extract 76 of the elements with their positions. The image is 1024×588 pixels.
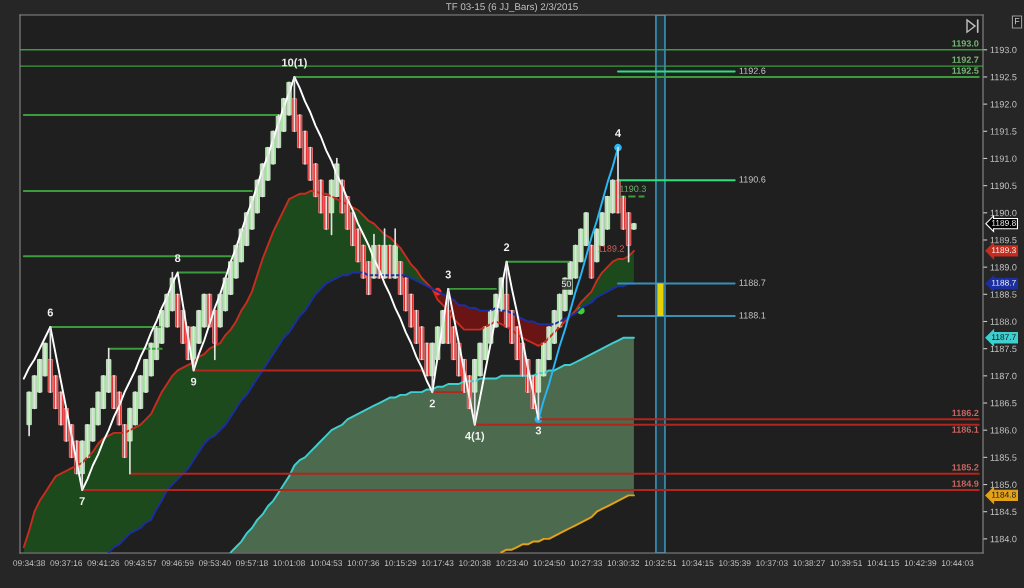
series-label: 1186.1: [952, 426, 979, 433]
y-tick-label: 1188.5: [990, 291, 1017, 298]
ref-line-label: 1193.0: [952, 40, 979, 47]
annotation: 4(1): [465, 431, 485, 443]
line-series: [22, 75, 540, 491]
chart-title: TF 03-15 (6 JJ_Bars) 2/3/2015: [446, 2, 578, 13]
y-tick-label: 1186.5: [990, 399, 1017, 407]
data-label: 1188.7: [739, 279, 766, 286]
y-tick-label: 1193.0: [990, 46, 1017, 54]
line-series: [500, 494, 635, 553]
x-tick-label: 10:23:40: [496, 560, 528, 567]
annotation: 2: [429, 399, 435, 408]
x-tick-label: 10:39:51: [830, 560, 862, 567]
data-label: 1190.6: [739, 176, 766, 183]
y-tick-label: 1192.5: [990, 73, 1017, 81]
series-label: 1184.9: [952, 480, 979, 487]
x-tick-label: 09:41:26: [87, 560, 120, 567]
y-tick-label: 1189.5: [990, 236, 1017, 244]
series-label: 1185.2: [952, 464, 979, 471]
ref-line-label: 1192.7: [952, 56, 979, 63]
y-tick-label: 1185.5: [990, 454, 1017, 461]
y-tick-label: 1185.0: [990, 481, 1017, 488]
y-tick-label: 1188.0: [990, 318, 1017, 325]
text: 1189.3: [991, 247, 1016, 254]
x-tick-label: 10:32:51: [644, 560, 677, 567]
x-tick-label: 10:37:03: [756, 560, 788, 567]
x-tick-label: 09:43:57: [124, 560, 157, 567]
x-tick-label: 09:53:40: [198, 560, 231, 567]
y-tick-label: 1187.5: [990, 345, 1017, 353]
x-tick-label: 10:17:43: [422, 560, 454, 567]
x-tick-label: 10:41:15: [867, 560, 900, 567]
data-label: 1192.6: [739, 67, 766, 74]
x-tick-label: 10:30:32: [607, 560, 640, 567]
x-tick-label: 10:44:03: [941, 560, 974, 567]
y-tick-label: 1190.0: [990, 209, 1017, 217]
x-tick-label: 10:24:50: [533, 560, 565, 567]
annotation: 9: [190, 377, 197, 386]
y-tick-label: 1191.5: [990, 128, 1017, 135]
text: 1187.7: [991, 334, 1016, 341]
y-tick-label: 1187.0: [990, 372, 1017, 380]
x-tick-label: 09:37:16: [50, 560, 83, 567]
annotation: 6: [47, 308, 54, 317]
annotation: 7: [79, 497, 85, 505]
series-label: 1192.5: [952, 67, 979, 74]
x-tick-label: 09:57:18: [236, 560, 268, 567]
y-tick-label: 1192.0: [990, 101, 1017, 108]
x-tick-label: 10:20:38: [459, 560, 491, 567]
x-tick-label: 10:34:15: [682, 560, 714, 567]
x-tick-label: 10:15:29: [384, 560, 417, 567]
annotation: 3: [535, 426, 542, 435]
y-tick-label: 1189.0: [990, 264, 1017, 271]
text: 1188.7: [991, 279, 1016, 286]
annotation: 10(1): [282, 58, 307, 69]
x-tick-label: 10:01:08: [273, 560, 305, 567]
text: 1184.8: [991, 491, 1016, 498]
annotation: 2: [503, 243, 510, 252]
text: F: [1014, 18, 1020, 25]
annotation: 4: [615, 129, 622, 137]
x-tick-label: 09:46:59: [161, 560, 194, 567]
y-tick-label: 1191.0: [990, 155, 1017, 162]
data-label: 1188.1: [739, 312, 766, 319]
x-tick-label: 09:34:38: [13, 560, 45, 567]
y-tick-label: 1186.0: [990, 427, 1017, 434]
text: 1189.8: [991, 220, 1016, 226]
x-tick-label: 10:35:39: [719, 560, 751, 567]
y-tick-label: 1184.5: [990, 508, 1017, 516]
annotation: 3: [445, 270, 451, 279]
series-label: 1186.2: [952, 409, 979, 417]
x-tick-label: 10:04:53: [310, 560, 343, 567]
x-tick-label: 10:38:27: [793, 560, 825, 567]
x-tick-label: 10:07:36: [347, 560, 380, 567]
x-tick-label: 10:42:39: [904, 560, 937, 567]
annotation: 50: [561, 280, 572, 288]
y-tick-label: 1184.0: [990, 535, 1017, 543]
y-tick-label: 1190.5: [990, 182, 1017, 189]
x-tick-label: 10:27:33: [570, 560, 603, 567]
